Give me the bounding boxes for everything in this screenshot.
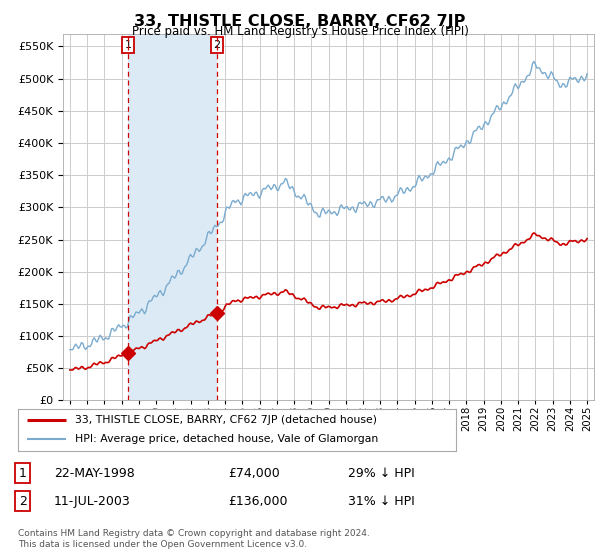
Text: HPI: Average price, detached house, Vale of Glamorgan: HPI: Average price, detached house, Vale…: [75, 435, 378, 445]
Text: 1: 1: [19, 466, 27, 480]
Text: £74,000: £74,000: [228, 466, 280, 480]
Text: 31% ↓ HPI: 31% ↓ HPI: [348, 494, 415, 508]
Bar: [128, 34, 217, 400]
Text: 2: 2: [19, 494, 27, 508]
Text: 33, THISTLE CLOSE, BARRY, CF62 7JP: 33, THISTLE CLOSE, BARRY, CF62 7JP: [134, 14, 466, 29]
Text: Price paid vs. HM Land Registry's House Price Index (HPI): Price paid vs. HM Land Registry's House …: [131, 25, 469, 38]
Text: 22-MAY-1998: 22-MAY-1998: [54, 466, 135, 480]
Text: 2: 2: [214, 40, 221, 50]
Text: 11-JUL-2003: 11-JUL-2003: [54, 494, 131, 508]
Text: 33, THISTLE CLOSE, BARRY, CF62 7JP (detached house): 33, THISTLE CLOSE, BARRY, CF62 7JP (deta…: [75, 415, 377, 425]
Text: 1: 1: [125, 40, 131, 50]
Text: 29% ↓ HPI: 29% ↓ HPI: [348, 466, 415, 480]
Text: Contains HM Land Registry data © Crown copyright and database right 2024.
This d: Contains HM Land Registry data © Crown c…: [18, 529, 370, 549]
Text: £136,000: £136,000: [228, 494, 287, 508]
